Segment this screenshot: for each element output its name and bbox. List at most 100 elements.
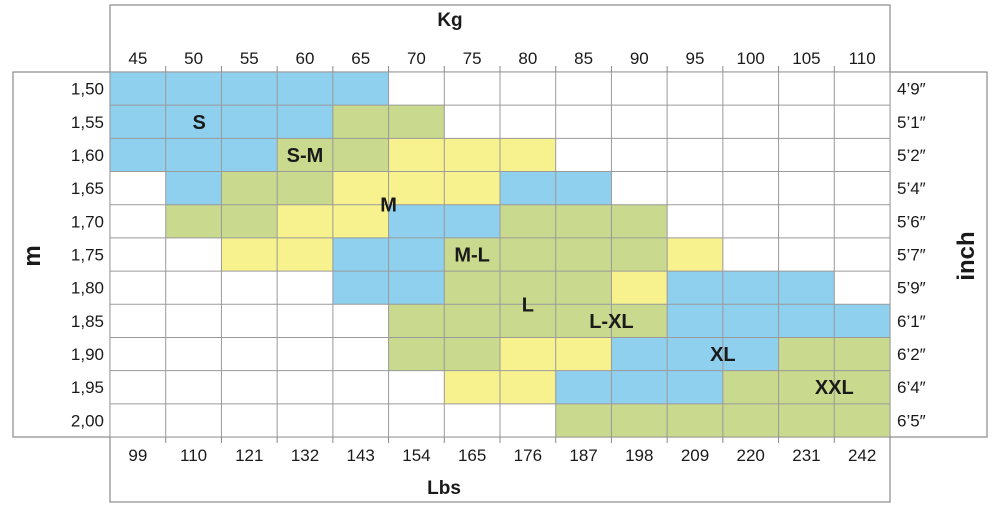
- right-tick-label: 5’6″: [897, 212, 926, 231]
- heatmap-cell: [555, 337, 612, 371]
- right-tick-label: 5’2″: [897, 146, 926, 165]
- heatmap-cell: [110, 138, 166, 172]
- heatmap-cell: [611, 304, 668, 338]
- heatmap-cell: [611, 72, 668, 106]
- top-tick-label: 55: [240, 49, 259, 68]
- heatmap-cell: [500, 138, 556, 172]
- left-tick-label: 1,50: [71, 80, 104, 99]
- top-axis-ticks: 45 50 55 60 65 70 75 80 85 90 95 100 105 110: [128, 49, 875, 68]
- heatmap-cell: [332, 105, 389, 139]
- heatmap-cell: [444, 204, 500, 238]
- top-tick-label: 75: [463, 49, 482, 68]
- heatmap-cell: [110, 271, 166, 305]
- heatmap-cell: [277, 171, 333, 205]
- heatmap-cell: [611, 138, 668, 172]
- heatmap-cell: [611, 370, 668, 404]
- heatmap-cell: [667, 237, 723, 272]
- heatmap-cell: [555, 138, 612, 172]
- heatmap-cell: [500, 271, 556, 305]
- right-tick-label: 4’9″: [897, 80, 926, 99]
- heatmap-cell: [722, 271, 779, 305]
- size-zone-label: L: [522, 294, 534, 316]
- heatmap-cell: [388, 271, 445, 305]
- heatmap-cell: [500, 204, 556, 238]
- heatmap-cell: [221, 304, 278, 338]
- heatmap-cell: [221, 72, 278, 106]
- row-label-panel: [12, 71, 111, 438]
- heatmap-cell: [165, 370, 222, 404]
- heatmap-cell: [834, 337, 890, 371]
- heatmap-cell: [388, 370, 445, 404]
- heatmap-cell: [555, 105, 612, 139]
- heatmap-cell: [277, 370, 333, 404]
- heatmap-cell: [722, 304, 779, 338]
- heatmap-cell: [110, 304, 166, 338]
- heatmap-cell: [221, 370, 278, 404]
- heatmap-cell: [444, 237, 500, 272]
- heatmap-cell: [611, 237, 668, 272]
- heatmap-cell: [555, 370, 612, 404]
- heatmap-cell: [555, 204, 612, 238]
- heatmap-cell: [332, 237, 389, 272]
- heatmap-cell: [332, 138, 389, 172]
- heatmap-cell: [165, 271, 222, 305]
- heatmap-cell: [388, 105, 445, 139]
- heatmap-cell: [667, 138, 723, 172]
- heatmap-cell: [277, 337, 333, 371]
- heatmap-cell: [778, 171, 835, 205]
- heatmap-cell: [332, 72, 389, 106]
- heatmap-cell: [778, 105, 835, 139]
- heatmap-cell: [444, 304, 500, 338]
- top-tick-label: 90: [630, 49, 649, 68]
- heatmap-cell: [778, 304, 835, 338]
- size-zone-label: M: [380, 195, 397, 217]
- bottom-tick-label: 231: [792, 446, 820, 465]
- bottom-tick-label: 110: [180, 446, 207, 465]
- heatmap-cell: [778, 204, 835, 238]
- gridlines: [109, 66, 891, 443]
- heatmap-cell: [277, 271, 333, 305]
- left-tick-label: 1,55: [71, 113, 104, 132]
- heatmap-cell: [500, 370, 556, 404]
- heatmap-cell: [332, 171, 389, 205]
- heatmap-cell: [221, 271, 278, 305]
- heatmap-cell: [834, 171, 890, 205]
- bottom-tick-label: 187: [569, 446, 597, 465]
- heatmap-cell: [444, 337, 500, 371]
- heatmap-cell: [165, 171, 222, 205]
- heatmap-cell: [722, 138, 779, 172]
- heatmap-cell: [667, 370, 723, 404]
- heatmap-cell: [388, 304, 445, 338]
- top-tick-label: 105: [792, 49, 820, 68]
- right-tick-label: 5’7″: [897, 246, 926, 265]
- heatmap-cell: [500, 337, 556, 371]
- right-tick-label: 5’1″: [897, 113, 926, 132]
- size-zone-label: XL: [710, 344, 736, 366]
- heatmap-cell: [500, 304, 556, 338]
- right-tick-label: 6’1″: [897, 312, 926, 331]
- heatmap-cell: [388, 237, 445, 272]
- heatmap-cell: [555, 403, 612, 437]
- top-tick-label: 50: [184, 49, 203, 68]
- heatmap-cell: [555, 304, 612, 338]
- bottom-tick-label: 165: [458, 446, 486, 465]
- heatmap-cell: [555, 72, 612, 106]
- left-axis-title: m: [19, 245, 46, 266]
- heatmap-cell: [165, 237, 222, 272]
- heatmap-cell: [778, 403, 835, 437]
- heatmap-cell: [110, 171, 166, 205]
- heatmap-cell: [500, 403, 556, 437]
- bottom-axis-ticks: 99 110 121 132 143 154 165 176 187 198 209 220 231 24…: [128, 446, 876, 465]
- right-tick-label: 6’4″: [897, 378, 926, 397]
- heatmap-cell: [444, 271, 500, 305]
- left-tick-label: 1,95: [71, 378, 104, 397]
- heatmap-cell: [722, 237, 779, 272]
- heatmap-cell: [555, 171, 612, 205]
- heatmap-cell: [778, 271, 835, 305]
- heatmap-cell: [165, 304, 222, 338]
- heatmap-cell: [221, 403, 278, 437]
- heatmap-cell: [388, 138, 445, 172]
- heatmap-cells: [110, 72, 890, 437]
- top-tick-label: 70: [407, 49, 426, 68]
